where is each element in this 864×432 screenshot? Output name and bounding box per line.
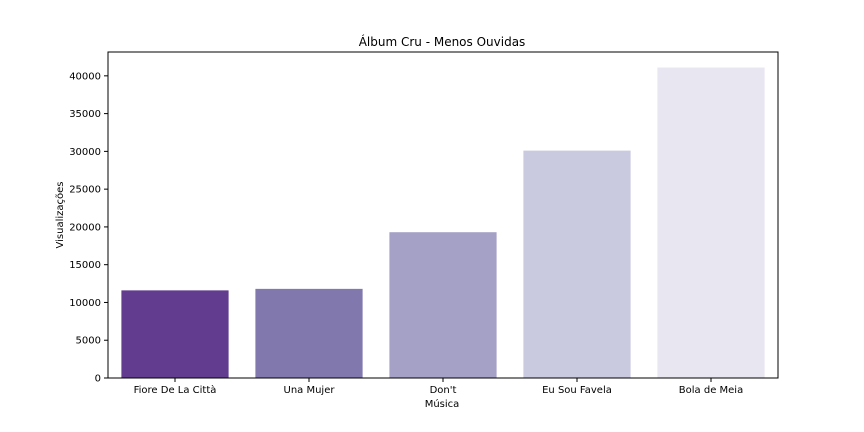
bar-2	[389, 232, 497, 378]
bar-0	[121, 290, 229, 378]
bar-4	[657, 67, 765, 379]
bars-group	[121, 67, 765, 379]
y-tick-label: 30000	[69, 147, 101, 158]
y-tick-label: 10000	[69, 298, 101, 309]
y-axis-label: Visualizações	[55, 182, 66, 249]
x-tick-label: Eu Sou Favela	[542, 385, 612, 396]
y-tick-label: 15000	[69, 260, 101, 271]
x-tick-label: Don't	[430, 385, 457, 396]
plot-frame	[107, 51, 779, 379]
x-axis: Fiore De La Città Una Mujer Don't Eu Sou Fa…	[134, 378, 743, 396]
y-tick-label: 35000	[69, 109, 101, 120]
y-tick-label: 40000	[69, 71, 101, 82]
chart-title: Álbum Cru - Menos Ouvidas	[359, 34, 526, 49]
y-axis: 0 5000 10000 15000 20000 25000 30000 35000 40000	[69, 71, 108, 385]
bar-3	[523, 150, 631, 378]
x-axis-label: Música	[425, 398, 460, 410]
y-tick-label: 20000	[69, 222, 101, 233]
x-tick-label: Fiore De La Città	[134, 384, 217, 396]
y-tick-label: 0	[95, 374, 101, 385]
y-tick-label: 5000	[76, 336, 101, 347]
x-tick-label: Una Mujer	[284, 385, 336, 396]
x-tick-label: Bola de Meia	[679, 385, 743, 396]
bar-1	[255, 288, 363, 378]
y-tick-label: 25000	[69, 185, 101, 196]
